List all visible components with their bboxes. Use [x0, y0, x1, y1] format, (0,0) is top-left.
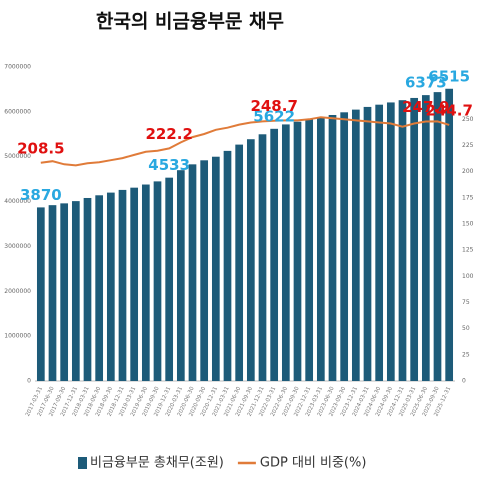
bar [340, 112, 349, 381]
bar [270, 128, 279, 381]
bar-value-label: 3870 [20, 186, 62, 204]
bar [316, 117, 325, 382]
y2-tick-label: 250 [462, 116, 474, 123]
bar [445, 88, 454, 382]
line-value-label: 222.2 [145, 125, 192, 143]
bar [83, 197, 92, 381]
bar [200, 160, 209, 381]
bar [421, 95, 430, 381]
line-value-label: 247.9 [402, 98, 449, 116]
y2-tick-label: 150 [462, 221, 474, 228]
y-tick-label: 0 [27, 378, 31, 385]
y2-tick-label: 0 [462, 378, 466, 385]
y-tick-label: 6000000 [4, 108, 31, 115]
bar [363, 106, 372, 382]
bar [235, 144, 244, 381]
bar [95, 195, 104, 381]
bar [211, 156, 220, 381]
bar [246, 139, 255, 381]
bar [386, 102, 395, 382]
y-tick-label: 1000000 [4, 333, 31, 340]
y2-tick-label: 175 [462, 194, 474, 201]
bar-value-label: 6515 [428, 67, 470, 85]
chart-title: 한국의 비금융부문 채무 [96, 11, 284, 33]
legend-label: 비금융부문 총채무(조원) [90, 456, 224, 471]
bar [36, 207, 45, 381]
y-tick-label: 5000000 [4, 153, 31, 160]
bar [130, 187, 139, 381]
bar [60, 203, 69, 381]
bar [165, 177, 174, 381]
bar-value-label: 6373 [405, 74, 447, 92]
y-tick-label: 3000000 [4, 243, 31, 250]
bar [293, 121, 302, 382]
bar [188, 164, 197, 381]
line-value-label: 244.7 [425, 101, 472, 119]
y-tick-label: 2000000 [4, 288, 31, 295]
bar [106, 192, 115, 381]
line-value-label: 208.5 [17, 139, 64, 157]
y2-tick-label: 50 [462, 325, 470, 332]
bar-value-label: 4533 [148, 156, 190, 174]
y2-tick-label: 100 [462, 273, 474, 280]
y2-tick-label: 125 [462, 247, 474, 254]
bar [48, 205, 57, 381]
y2-tick-label: 225 [462, 142, 474, 149]
bar [375, 104, 384, 382]
y2-tick-label: 25 [462, 351, 470, 358]
bar [223, 150, 232, 381]
y2-tick-label: 75 [462, 299, 470, 306]
bar [351, 109, 360, 381]
legend-label: GDP 대비 비중(%) [260, 456, 367, 471]
bar [328, 114, 337, 382]
bar [118, 189, 127, 381]
bar [410, 97, 419, 382]
bar [258, 134, 267, 381]
y-tick-label: 7000000 [4, 64, 31, 71]
bar [141, 184, 150, 381]
bar [305, 119, 314, 382]
bar [71, 201, 80, 381]
bar [281, 124, 290, 381]
y-tick-label: 4000000 [4, 198, 31, 205]
bar [176, 170, 185, 381]
bar [153, 181, 162, 381]
bar [398, 100, 407, 382]
bar-value-label: 5622 [253, 107, 295, 125]
legend-swatch [78, 457, 87, 469]
bar [433, 92, 442, 382]
line-value-label: 248.7 [250, 97, 297, 115]
y2-tick-label: 200 [462, 168, 474, 175]
line [40, 116, 450, 167]
